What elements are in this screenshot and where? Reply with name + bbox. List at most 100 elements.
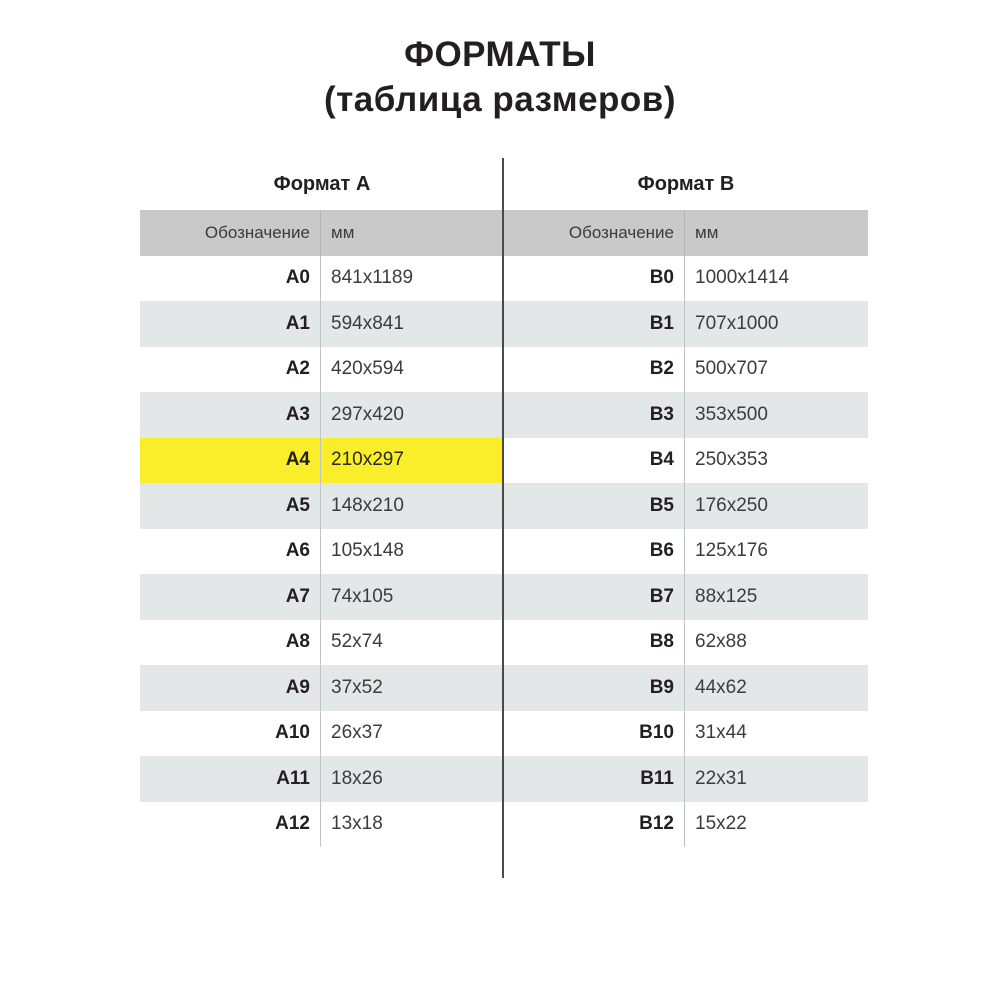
cell-size-mm-b: 500x707	[684, 346, 868, 392]
table-row: A9 37x52 B9 44x62	[140, 665, 868, 711]
column-header-half-b: Обозначение мм	[504, 210, 868, 256]
cell-format-code-b: B0	[649, 267, 674, 289]
cell-size-mm-a: 105x148	[320, 528, 504, 574]
cell-size-mm-b: 353x500	[684, 392, 868, 438]
cell-size-mm-a: 26x37	[320, 710, 504, 756]
row-half-a: A4 210x297	[140, 437, 504, 483]
cell-format-code-a: A9	[285, 676, 310, 698]
cell-size-mm-a: 74x105	[320, 574, 504, 620]
cell-size-mm-a: 148x210	[320, 483, 504, 529]
cell-format-code-b: B4	[649, 449, 674, 471]
row-half-b: B1 707x1000	[504, 301, 868, 347]
page-title: ФОРМАТЫ (таблица размеров)	[0, 32, 1000, 122]
cell-format-code-b: B8	[649, 631, 674, 653]
table-rows-host: A0 841x1189 B0 1000x1414 A1 594x841 B1 707x1000…	[140, 255, 868, 847]
row-half-a: A2 420x594	[140, 346, 504, 392]
column-header-b-code: Обозначение	[568, 222, 674, 242]
cell-format-code-a: A12	[275, 813, 310, 835]
cell-format-code-b: B11	[640, 767, 674, 789]
row-half-b: B3 353x500	[504, 392, 868, 438]
title-line-primary: ФОРМАТЫ	[404, 35, 596, 74]
cell-format-code-a: A3	[285, 403, 310, 425]
column-header-a-mm: мм	[320, 210, 504, 256]
row-half-b: B6 125x176	[504, 528, 868, 574]
table-row: A8 52x74 B8 62x88	[140, 619, 868, 665]
cell-format-code-b: B7	[649, 585, 674, 607]
row-half-a: A5 148x210	[140, 483, 504, 529]
row-half-b: B9 44x62	[504, 665, 868, 711]
row-half-b: B8 62x88	[504, 619, 868, 665]
cell-size-mm-b: 176x250	[684, 483, 868, 529]
row-half-a: A0 841x1189	[140, 255, 504, 301]
row-half-b: B10 31x44	[504, 710, 868, 756]
cell-size-mm-b: 1000x1414	[684, 255, 868, 301]
cell-format-code-a: A4	[285, 449, 310, 471]
cell-format-code-b: B2	[649, 358, 674, 380]
cell-size-mm-a: 37x52	[320, 665, 504, 711]
cell-size-mm-b: 88x125	[684, 574, 868, 620]
cell-format-code-a: A1	[285, 312, 310, 334]
row-half-b: B2 500x707	[504, 346, 868, 392]
row-half-b: B12 15x22	[504, 801, 868, 847]
cell-format-code-a: A6	[285, 540, 310, 562]
group-header-b: Формат В	[637, 172, 735, 195]
cell-format-code-a: A11	[276, 767, 310, 789]
cell-size-mm-b: 125x176	[684, 528, 868, 574]
cell-format-code-a: A0	[285, 267, 310, 289]
cell-format-code-a: A5	[285, 494, 310, 516]
cell-size-mm-a: 13x18	[320, 801, 504, 847]
row-half-a: A6 105x148	[140, 528, 504, 574]
row-half-b: B0 1000x1414	[504, 255, 868, 301]
cell-format-code-b: B10	[639, 722, 674, 744]
cell-size-mm-b: 22x31	[684, 756, 868, 802]
cell-size-mm-b: 250x353	[684, 437, 868, 483]
row-half-b: B11 22x31	[504, 756, 868, 802]
row-half-a: A12 13x18	[140, 801, 504, 847]
cell-size-mm-b: 31x44	[684, 710, 868, 756]
row-half-a: A11 18x26	[140, 756, 504, 802]
cell-format-code-a: A2	[285, 358, 310, 380]
cell-size-mm-a: 841x1189	[320, 255, 504, 301]
cell-format-code-b: B6	[649, 540, 674, 562]
table-row: A3 297x420 B3 353x500	[140, 392, 868, 438]
row-half-a: A7 74x105	[140, 574, 504, 620]
cell-size-mm-a: 210x297	[320, 437, 504, 483]
cell-size-mm-b: 15x22	[684, 801, 868, 847]
cell-format-code-a: A8	[285, 631, 310, 653]
column-header-b-mm: мм	[684, 210, 868, 256]
table-row: A0 841x1189 B0 1000x1414	[140, 255, 868, 301]
table-grid: Обозначение мм Обозначение мм A0 841x1189…	[140, 210, 868, 847]
table-row: A7 74x105 B7 88x125	[140, 574, 868, 620]
column-header-row: Обозначение мм Обозначение мм	[140, 210, 868, 256]
cell-format-code-b: B12	[639, 813, 674, 835]
table-row: A2 420x594 B2 500x707	[140, 346, 868, 392]
table-row: A12 13x18 B12 15x22	[140, 801, 868, 847]
cell-size-mm-a: 18x26	[320, 756, 504, 802]
row-half-a: A10 26x37	[140, 710, 504, 756]
cell-size-mm-b: 44x62	[684, 665, 868, 711]
cell-size-mm-b: 62x88	[684, 619, 868, 665]
row-half-a: A9 37x52	[140, 665, 504, 711]
row-half-b: B7 88x125	[504, 574, 868, 620]
row-half-a: A8 52x74	[140, 619, 504, 665]
group-header-row: Формат А Формат В	[140, 158, 868, 210]
row-half-b: B5 176x250	[504, 483, 868, 529]
column-separator-stub-b	[684, 801, 685, 824]
column-header-half-a: Обозначение мм	[140, 210, 504, 256]
cell-format-code-b: B5	[649, 494, 674, 516]
table-row: A5 148x210 B5 176x250	[140, 483, 868, 529]
row-half-a: A3 297x420	[140, 392, 504, 438]
cell-size-mm-b: 707x1000	[684, 301, 868, 347]
table-center-divider	[502, 158, 504, 878]
group-header-a: Формат А	[273, 172, 371, 195]
table-row: A4 210x297 B4 250x353	[140, 437, 868, 483]
cell-format-code-a: A10	[275, 722, 310, 744]
table-row: A6 105x148 B6 125x176	[140, 528, 868, 574]
cell-size-mm-a: 594x841	[320, 301, 504, 347]
cell-format-code-b: B9	[649, 676, 674, 698]
row-half-b: B4 250x353	[504, 437, 868, 483]
table-row: A1 594x841 B1 707x1000	[140, 301, 868, 347]
cell-format-code-b: B3	[649, 403, 674, 425]
cell-format-code-a: A7	[285, 585, 310, 607]
